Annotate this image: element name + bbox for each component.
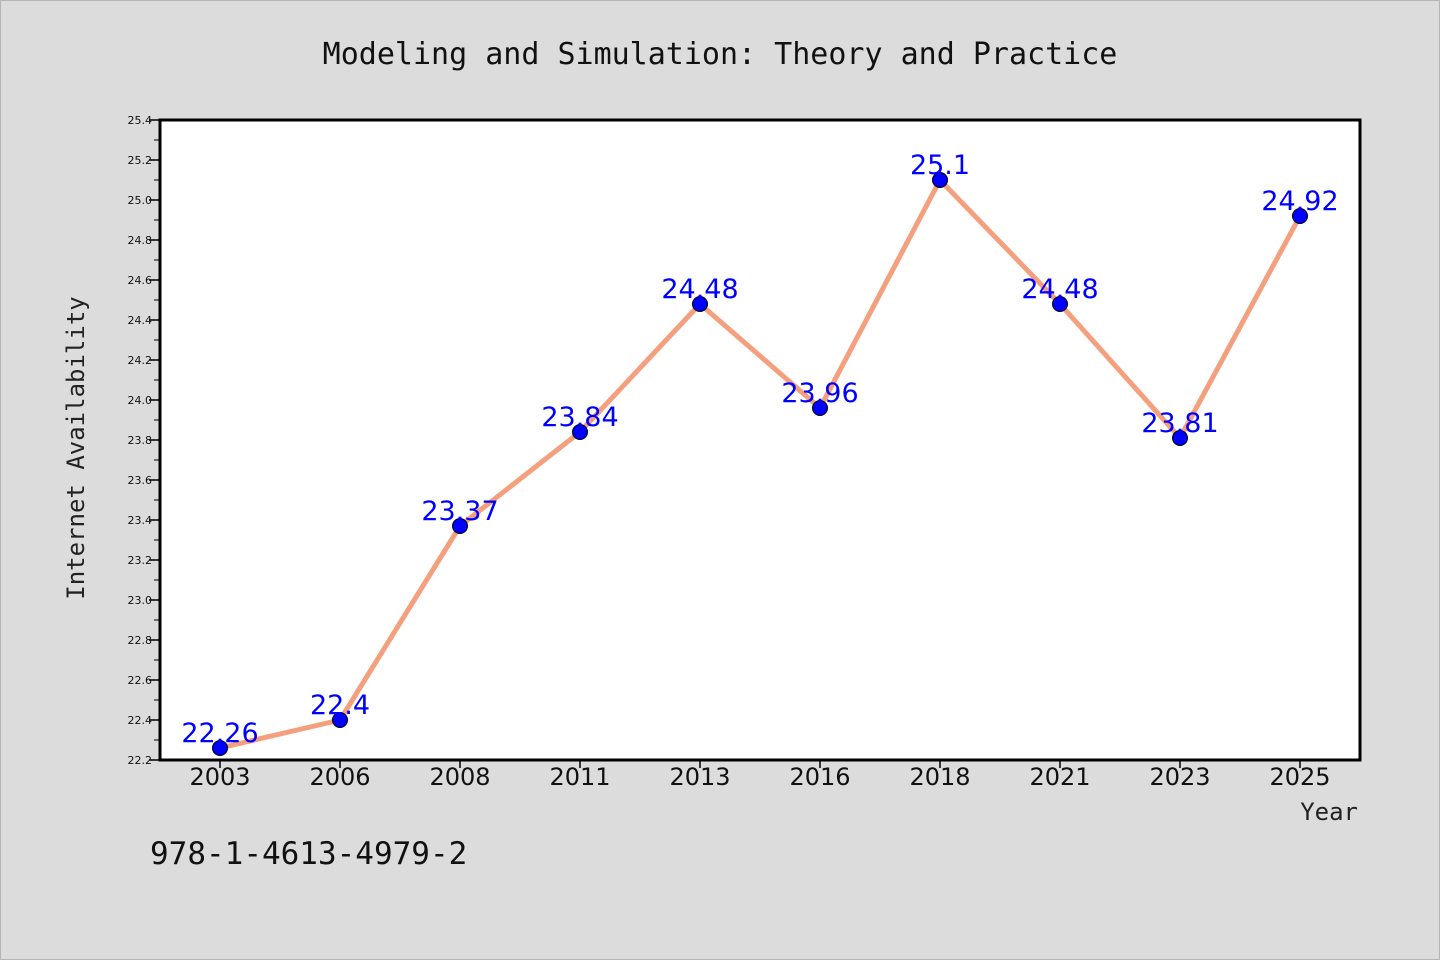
y-tick-label: 24.4 (128, 314, 153, 327)
data-label: 23.81 (1141, 408, 1218, 439)
x-tick-label: 2021 (1029, 763, 1090, 791)
y-axis: 22.2 22.4 22.6 22.8 23.0 23.2 23.4 23.6 23.8 24.0… (128, 114, 160, 767)
chart-title: Modeling and Simulation: Theory and Prac… (323, 37, 1118, 72)
y-tick-label: 22.6 (128, 674, 153, 687)
x-tick-label: 2013 (669, 763, 730, 791)
x-tick-label: 2011 (549, 763, 610, 791)
y-tick-label: 22.8 (128, 634, 153, 647)
y-axis-label: Internet Availability (62, 296, 90, 599)
y-tick-label: 24.0 (128, 394, 153, 407)
y-tick-label: 22.4 (128, 714, 153, 727)
data-label: 23.84 (541, 402, 618, 433)
data-point (1172, 430, 1188, 446)
data-point (692, 296, 708, 312)
data-point (572, 424, 588, 440)
y-tick-label: 23.8 (128, 434, 153, 447)
data-labels: 22.26 22.4 23.37 23.84 24.48 23.96 25.1 24.48 23… (181, 150, 1338, 749)
data-point (332, 712, 348, 728)
data-label: 24.48 (1021, 274, 1098, 305)
data-label: 24.48 (661, 274, 738, 305)
x-tick-label: 2025 (1269, 763, 1330, 791)
x-tick-label: 2006 (309, 763, 370, 791)
data-label: 22.26 (181, 718, 258, 749)
data-point (812, 400, 828, 416)
plot-area (158, 118, 1362, 762)
data-label: 24.92 (1261, 186, 1338, 217)
data-point (1052, 296, 1068, 312)
x-axis: 2003 2006 2008 2011 2013 2016 2018 2021 2023 2025 (189, 760, 1331, 791)
x-tick-label: 2018 (909, 763, 970, 791)
y-tick-label: 22.2 (128, 754, 153, 767)
x-tick-label: 2023 (1149, 763, 1210, 791)
y-tick-label: 23.6 (128, 474, 153, 487)
data-point (452, 518, 468, 534)
data-point (1292, 208, 1308, 224)
data-label: 25.1 (910, 150, 970, 181)
x-tick-label: 2016 (789, 763, 850, 791)
isbn-footnote: 978-1-4613-4979-2 (150, 836, 467, 872)
y-tick-label: 24.2 (128, 354, 153, 367)
y-tick-label: 24.8 (128, 234, 153, 247)
data-label: 22.4 (310, 690, 370, 721)
y-tick-label: 23.2 (128, 554, 153, 567)
x-tick-label: 2003 (189, 763, 250, 791)
data-point (932, 172, 948, 188)
series-internet-availability (212, 172, 1308, 756)
y-tick-label: 25.0 (128, 194, 153, 207)
series-line (217, 177, 1303, 751)
data-point (212, 740, 228, 756)
y-tick-label: 23.4 (128, 514, 153, 527)
y-tick-label: 24.6 (128, 274, 153, 287)
y-tick-label: 25.2 (128, 154, 153, 167)
y-tick-label: 25.4 (128, 114, 153, 127)
data-label: 23.96 (781, 378, 858, 409)
data-label: 23.37 (421, 496, 498, 527)
y-tick-label: 23.0 (128, 594, 153, 607)
x-tick-label: 2008 (429, 763, 490, 791)
x-axis-label: Year (1300, 798, 1358, 826)
